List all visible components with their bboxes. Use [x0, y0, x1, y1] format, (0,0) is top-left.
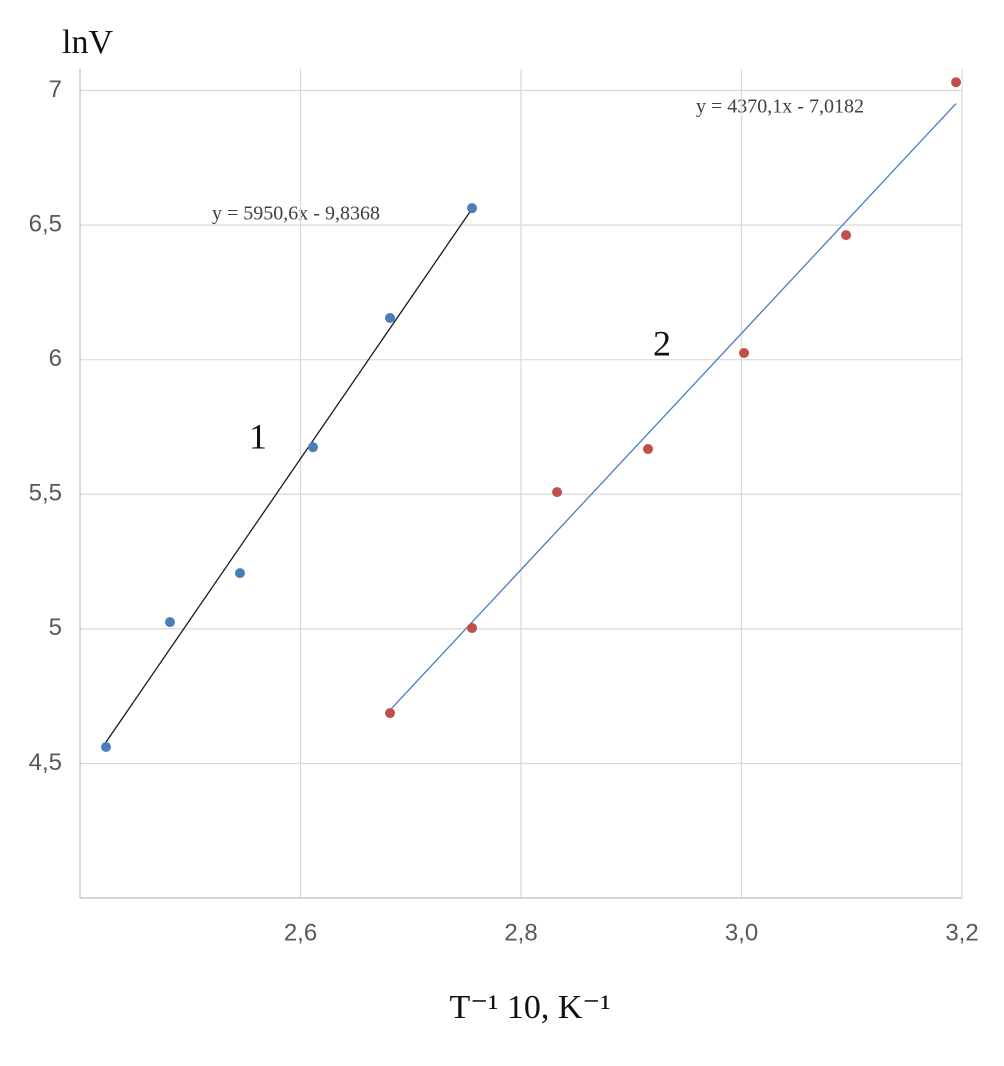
data-point — [307, 442, 318, 453]
y-axis-label: lnV — [62, 24, 113, 61]
y-tick-label: 7 — [49, 76, 62, 103]
trendline-equation: y = 4370,1x - 7,0182 — [696, 96, 864, 118]
data-point — [101, 742, 112, 753]
x-axis-label: T⁻¹ 10, K⁻¹ — [449, 989, 610, 1026]
trendline-equation: y = 5950,6x - 9,8368 — [212, 203, 380, 225]
series-label: 1 — [249, 416, 267, 456]
y-tick-label: 5,5 — [29, 480, 62, 507]
data-point — [234, 568, 245, 579]
y-tick-label: 4,5 — [29, 749, 62, 776]
series-label: 2 — [653, 323, 671, 363]
data-point — [467, 623, 478, 634]
data-point — [552, 487, 563, 498]
data-point — [467, 203, 478, 214]
y-tick-label: 6 — [49, 345, 62, 372]
trendline — [105, 208, 473, 743]
y-tick-label: 5 — [49, 614, 62, 641]
data-point — [385, 312, 396, 323]
x-tick-label: 2,8 — [504, 919, 537, 946]
data-point — [841, 230, 852, 241]
data-point — [739, 347, 750, 358]
data-point — [385, 708, 396, 719]
data-point — [951, 77, 962, 88]
x-tick-label: 3,0 — [725, 919, 758, 946]
x-tick-label: 3,2 — [945, 919, 978, 946]
x-tick-label: 2,6 — [284, 919, 317, 946]
trendline — [389, 103, 957, 711]
data-point — [164, 617, 175, 628]
data-point — [643, 444, 654, 455]
y-tick-label: 6,5 — [29, 210, 62, 237]
